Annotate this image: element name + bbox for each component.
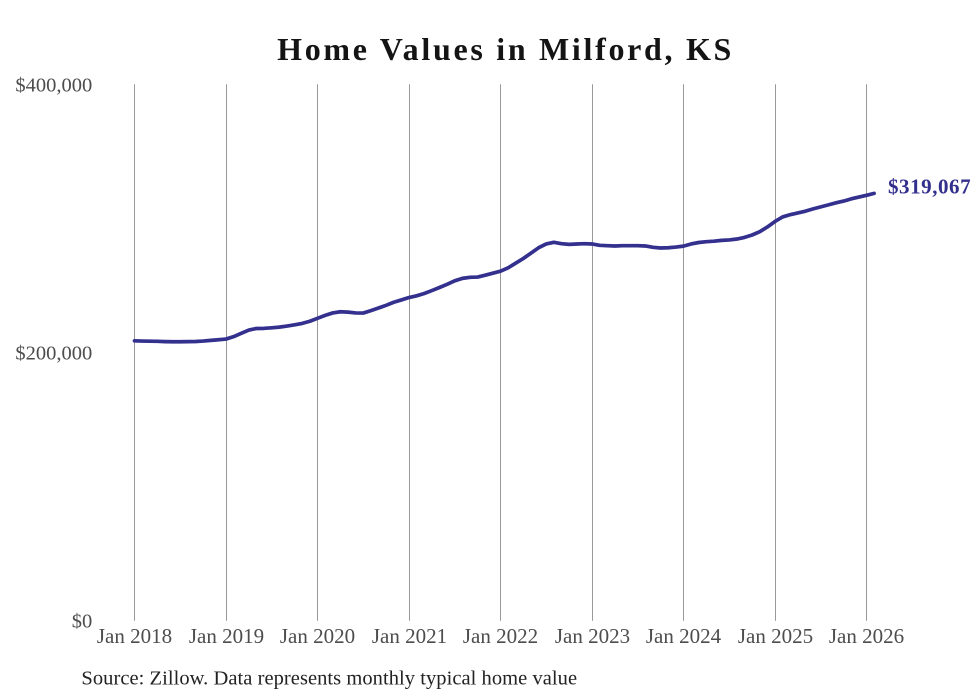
- svg-text:Jan 2024: Jan 2024: [646, 624, 722, 648]
- svg-text:Jan 2026: Jan 2026: [829, 624, 904, 648]
- svg-text:$0: $0: [72, 611, 93, 633]
- svg-text:$400,000: $400,000: [15, 74, 92, 96]
- svg-text:Home Values in Milford, KS: Home Values in Milford, KS: [277, 31, 734, 67]
- svg-text:Jan 2021: Jan 2021: [372, 624, 447, 648]
- svg-text:Jan 2022: Jan 2022: [463, 624, 538, 648]
- svg-text:Source: Zillow. Data represent: Source: Zillow. Data represents monthly …: [81, 667, 577, 689]
- svg-text:Jan 2020: Jan 2020: [280, 624, 355, 648]
- svg-text:$200,000: $200,000: [15, 343, 92, 365]
- svg-text:Jan 2025: Jan 2025: [738, 624, 813, 648]
- svg-text:$319,067: $319,067: [888, 175, 971, 199]
- svg-text:Jan 2023: Jan 2023: [555, 624, 630, 648]
- svg-text:Jan 2018: Jan 2018: [97, 624, 172, 648]
- svg-text:Jan 2019: Jan 2019: [189, 624, 264, 648]
